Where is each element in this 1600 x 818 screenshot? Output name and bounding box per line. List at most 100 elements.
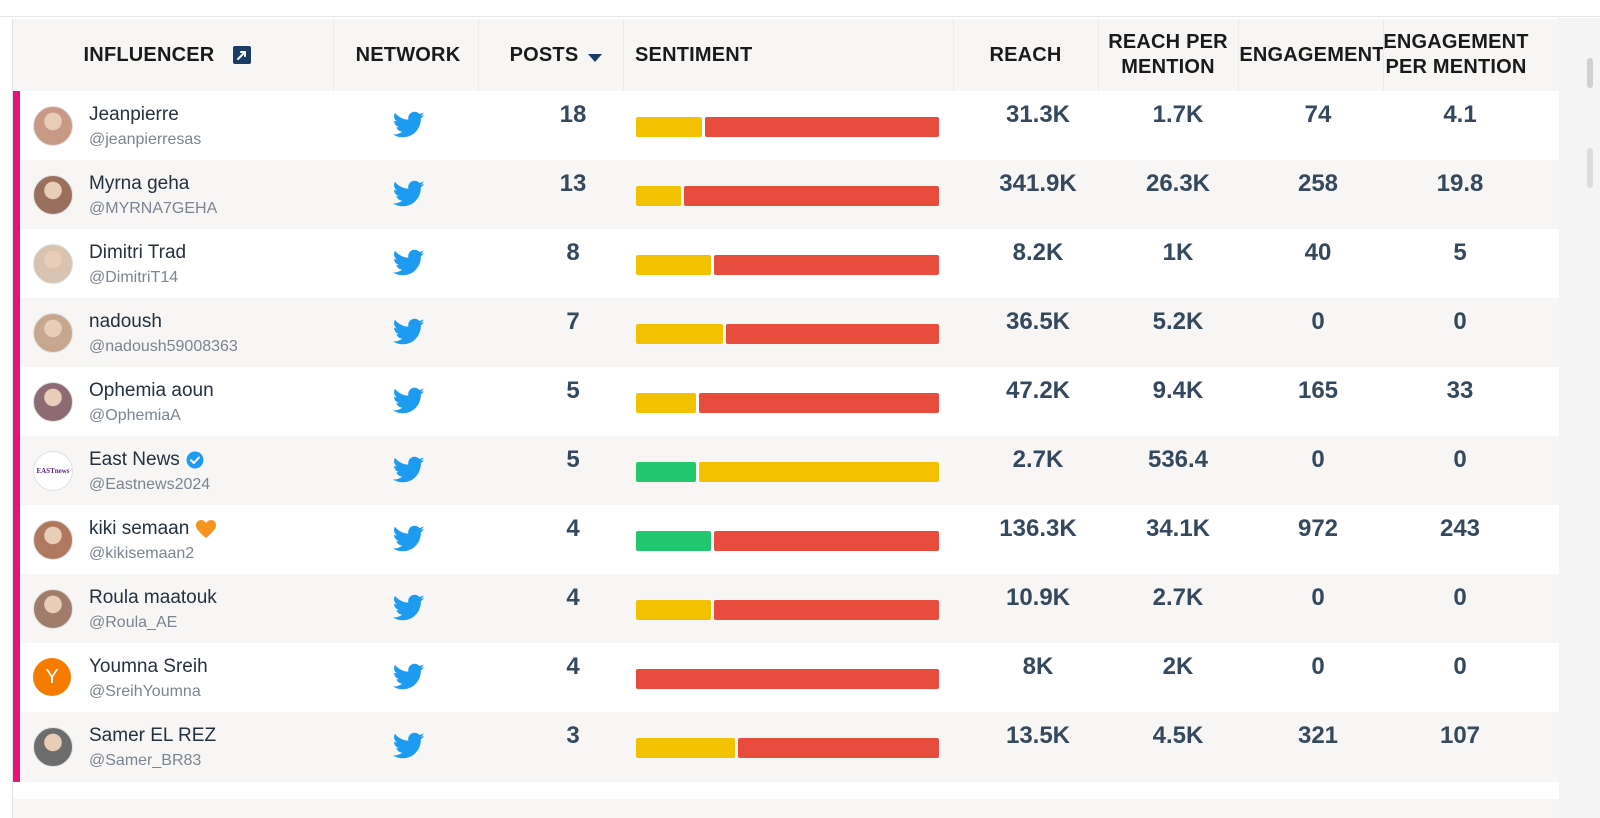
engagement-value: 40: [1304, 239, 1332, 266]
sentiment-neutral-segment[interactable]: [636, 393, 696, 413]
avatar[interactable]: [33, 175, 73, 215]
header-network[interactable]: NETWORK: [355, 43, 461, 66]
engagement-value: 0: [1311, 446, 1325, 473]
table-row[interactable]: Myrna geha @MYRNA7GEHA 13 341.9K 26.3K 258 19.…: [13, 160, 1559, 230]
sentiment-positive-segment[interactable]: [636, 531, 711, 551]
twitter-icon[interactable]: [392, 732, 425, 760]
sentiment-bar[interactable]: [636, 738, 939, 758]
twitter-icon[interactable]: [392, 180, 425, 208]
influencer-name[interactable]: kiki semaan: [89, 518, 217, 540]
influencer-name[interactable]: Dimitri Trad: [89, 242, 186, 264]
avatar[interactable]: [33, 589, 73, 629]
influencer-name[interactable]: Youmna Sreih: [89, 656, 208, 678]
avatar[interactable]: [33, 313, 73, 353]
sentiment-bar[interactable]: [636, 117, 939, 137]
sentiment-bar[interactable]: [636, 531, 939, 551]
sentiment-negative-segment[interactable]: [726, 324, 939, 344]
scroll-nub[interactable]: [1587, 58, 1593, 88]
sentiment-positive-segment[interactable]: [636, 462, 696, 482]
sentiment-neutral-segment[interactable]: [636, 600, 711, 620]
influencer-name[interactable]: Samer EL REZ: [89, 725, 216, 747]
sentiment-bar[interactable]: [636, 393, 939, 413]
header-posts[interactable]: POSTS: [491, 19, 621, 91]
sentiment-negative-segment[interactable]: [738, 738, 939, 758]
sentiment-bar[interactable]: [636, 255, 939, 275]
sort-desc-icon[interactable]: [588, 53, 603, 63]
header-engagement[interactable]: ENGAGEMENT: [1239, 43, 1385, 66]
table-row[interactable]: nadoush @nadoush59008363 7 36.5K 5.2K 0 0: [13, 298, 1559, 368]
table-row[interactable]: Y Youmna Sreih @SreihYoumna 4 8K 2K 0 0: [13, 643, 1559, 713]
influencer-handle[interactable]: @SreihYoumna: [89, 683, 201, 700]
table-row[interactable]: Jeanpierre @jeanpierresas 18 31.3K 1.7K 74 4.1: [13, 91, 1559, 161]
header-reach-per-mention[interactable]: REACH PER MENTION: [1108, 31, 1228, 78]
engagement-value: 0: [1311, 653, 1325, 680]
engagement-per-mention-value: 4.1: [1443, 101, 1477, 128]
influencer-name[interactable]: East News: [89, 449, 204, 471]
influencer-handle[interactable]: @OphemiaA: [89, 407, 181, 424]
row-accent-bar: [13, 160, 20, 230]
header-reach[interactable]: REACH: [989, 43, 1062, 66]
sentiment-bar[interactable]: [636, 600, 939, 620]
table-row[interactable]: kiki semaan @kikisemaan2 4 136.3K 34.1K 972 24…: [13, 505, 1559, 575]
sentiment-neutral-segment[interactable]: [636, 255, 711, 275]
twitter-icon[interactable]: [392, 249, 425, 277]
external-link-icon[interactable]: [232, 45, 252, 65]
sentiment-neutral-segment[interactable]: [636, 186, 681, 206]
influencer-name[interactable]: nadoush: [89, 311, 162, 333]
table-row[interactable]: EASTnews East News @Eastnews2024 5 2.7K 536.4…: [13, 436, 1559, 506]
twitter-icon[interactable]: [392, 525, 425, 553]
sentiment-neutral-segment[interactable]: [699, 462, 939, 482]
sentiment-bar[interactable]: [636, 462, 939, 482]
twitter-icon[interactable]: [392, 111, 425, 139]
influencer-name[interactable]: Ophemia aoun: [89, 380, 214, 402]
table-row[interactable]: Dimitri Trad @DimitriT14 8 8.2K 1K 40 5: [13, 229, 1559, 299]
table-row[interactable]: Roula maatouk @Roula_AE 4 10.9K 2.7K 0 0: [13, 574, 1559, 644]
influencer-handle[interactable]: @Eastnews2024: [89, 476, 211, 493]
avatar[interactable]: [33, 244, 73, 284]
influencer-handle[interactable]: @DimitriT14: [89, 269, 179, 286]
influencer-handle[interactable]: @jeanpierresas: [89, 131, 202, 148]
table-row[interactable]: Ophemia aoun @OphemiaA 5 47.2K 9.4K 165 33: [13, 367, 1559, 437]
sentiment-negative-segment[interactable]: [684, 186, 939, 206]
twitter-icon[interactable]: [392, 456, 425, 484]
sentiment-bar[interactable]: [636, 324, 939, 344]
sentiment-negative-segment[interactable]: [636, 669, 939, 689]
side-scroll-gutter[interactable]: [1558, 18, 1600, 818]
sentiment-negative-segment[interactable]: [705, 117, 939, 137]
header-engagement-per-mention[interactable]: ENGAGEMENT PER MENTION: [1383, 31, 1529, 78]
influencer-name[interactable]: Jeanpierre: [89, 104, 179, 126]
avatar[interactable]: [33, 106, 73, 146]
sentiment-neutral-segment[interactable]: [636, 117, 702, 137]
sentiment-negative-segment[interactable]: [714, 255, 939, 275]
header-influencer[interactable]: INFLUENCER: [73, 19, 263, 91]
twitter-icon[interactable]: [392, 663, 425, 691]
sentiment-neutral-segment[interactable]: [636, 738, 735, 758]
sentiment-neutral-segment[interactable]: [636, 324, 723, 344]
scroll-nub-secondary[interactable]: [1587, 148, 1593, 188]
avatar[interactable]: [33, 520, 73, 560]
avatar[interactable]: Y: [33, 658, 71, 696]
sentiment-bar[interactable]: [636, 186, 939, 206]
sentiment-bar[interactable]: [636, 669, 939, 689]
avatar[interactable]: [33, 727, 73, 767]
reach-per-mention-value: 4.5K: [1152, 722, 1204, 749]
influencer-name[interactable]: Myrna geha: [89, 173, 189, 195]
twitter-icon[interactable]: [392, 594, 425, 622]
influencer-name[interactable]: Roula maatouk: [89, 587, 217, 609]
table-row[interactable]: Samer EL REZ @Samer_BR83 3 13.5K 4.5K 321 107: [13, 712, 1559, 782]
influencer-handle[interactable]: @Samer_BR83: [89, 752, 202, 769]
header-sentiment[interactable]: SENTIMENT: [635, 43, 753, 66]
influencer-handle[interactable]: @kikisemaan2: [89, 545, 195, 562]
influencer-handle[interactable]: @Roula_AE: [89, 614, 178, 631]
sentiment-negative-segment[interactable]: [714, 531, 939, 551]
influencer-handle[interactable]: @nadoush59008363: [89, 338, 238, 355]
avatar[interactable]: [33, 382, 73, 422]
sentiment-negative-segment[interactable]: [699, 393, 939, 413]
engagement-value: 972: [1297, 515, 1339, 542]
sentiment-negative-segment[interactable]: [714, 600, 939, 620]
row-accent-bar: [13, 91, 20, 161]
twitter-icon[interactable]: [392, 318, 425, 346]
influencer-handle[interactable]: @MYRNA7GEHA: [89, 200, 218, 217]
avatar[interactable]: EASTnews: [33, 451, 73, 491]
twitter-icon[interactable]: [392, 387, 425, 415]
